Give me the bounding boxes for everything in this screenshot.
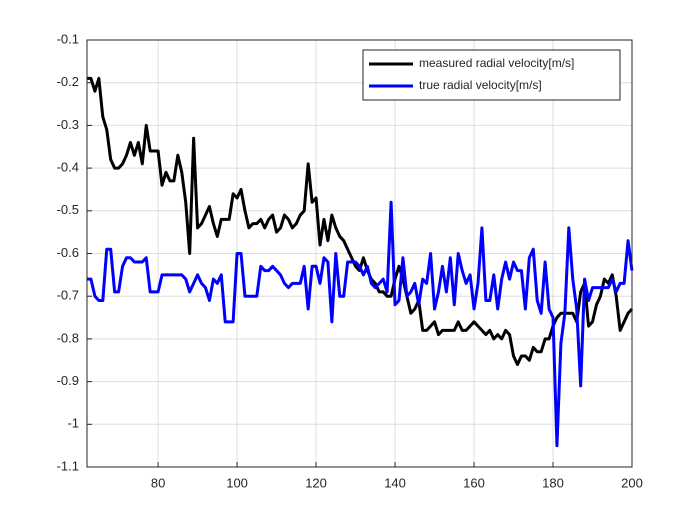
x-tick-label: 200 bbox=[621, 475, 643, 490]
y-tick-label: -0.1 bbox=[57, 31, 79, 46]
y-tick-label: -0.3 bbox=[57, 117, 79, 132]
y-tick-label: -0.8 bbox=[57, 330, 79, 345]
legend-box bbox=[362, 49, 621, 101]
y-tick-label: -0.6 bbox=[57, 245, 79, 260]
legend-label: measured radial velocity[m/s] bbox=[419, 56, 574, 70]
x-tick-label: 120 bbox=[305, 475, 327, 490]
y-tick-label: -0.2 bbox=[57, 74, 79, 89]
y-tick-label: -0.5 bbox=[57, 202, 79, 217]
y-tick-label: -1 bbox=[67, 416, 79, 431]
x-tick-label: 100 bbox=[226, 475, 248, 490]
x-tick-label: 80 bbox=[151, 475, 165, 490]
y-tick-label: -0.4 bbox=[57, 160, 79, 175]
x-tick-label: 180 bbox=[542, 475, 564, 490]
data-line bbox=[87, 200, 634, 448]
y-tick-label: -0.7 bbox=[57, 288, 79, 303]
x-tick-label: 160 bbox=[463, 475, 485, 490]
plot-border bbox=[86, 39, 633, 468]
y-tick-label: -0.9 bbox=[57, 373, 79, 388]
x-tick-label: 140 bbox=[384, 475, 406, 490]
legend: measured radial velocity[m/s] true radial… bbox=[362, 49, 621, 101]
legend-label: true radial velocity[m/s] bbox=[419, 78, 542, 92]
y-tick-label: -1.1 bbox=[57, 458, 79, 473]
data-line bbox=[87, 76, 634, 367]
